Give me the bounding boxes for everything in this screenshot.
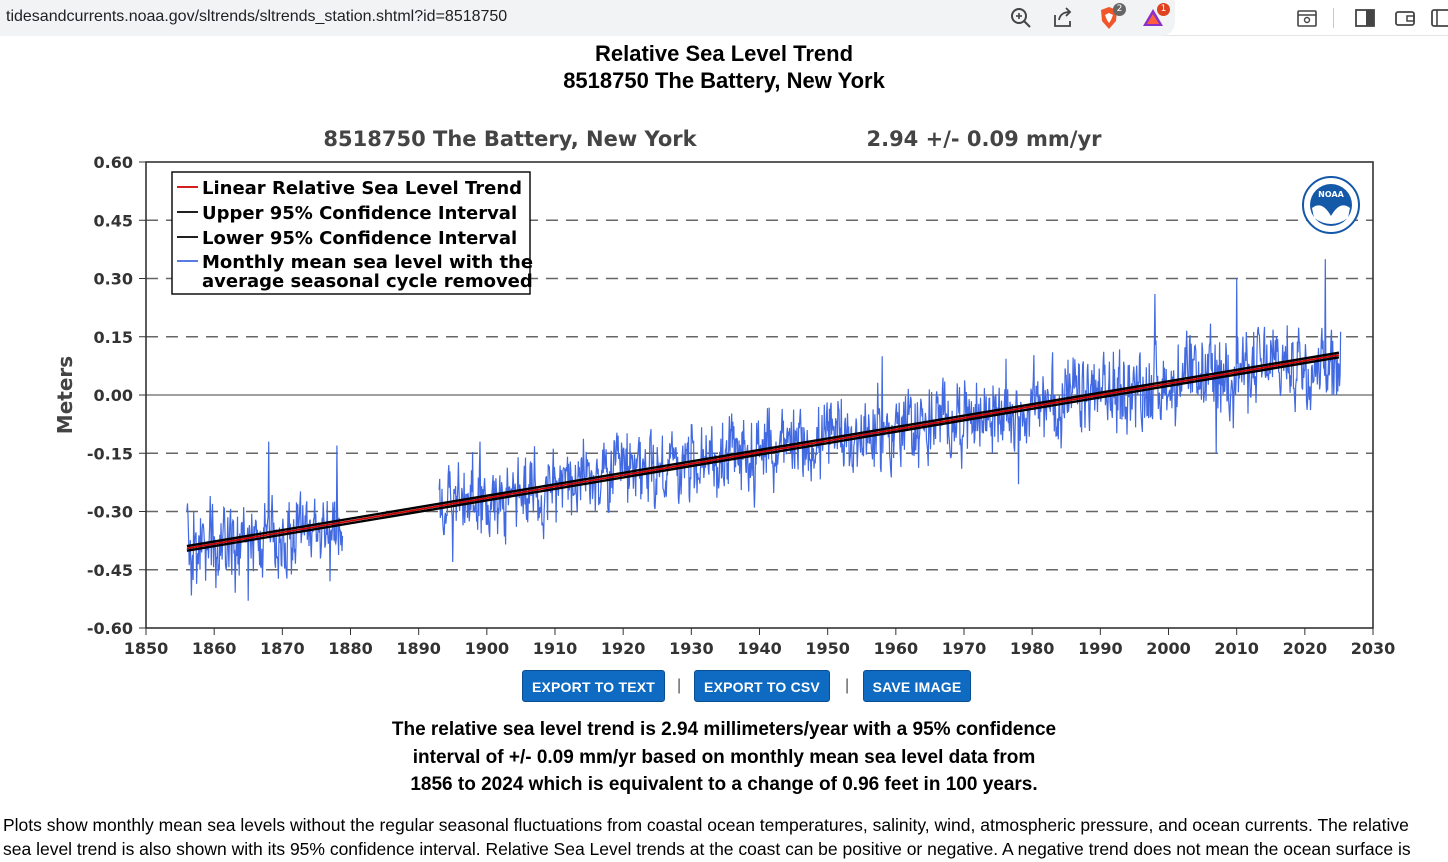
export-to-csv-button[interactable]: EXPORT TO CSV: [694, 670, 830, 702]
y-axis-label: Meters: [53, 356, 77, 434]
legend-label: Linear Relative Sea Level Trend: [202, 178, 522, 199]
legend-box: [171, 171, 531, 295]
x-tick-label: 1980: [1010, 639, 1055, 658]
export-button-row: EXPORT TO TEXT | EXPORT TO CSV | SAVE IM…: [0, 670, 1448, 702]
save-image-button[interactable]: SAVE IMAGE: [863, 670, 971, 702]
noaa-logo: NOAA: [1302, 176, 1360, 234]
x-tick-label: 1880: [328, 639, 373, 658]
trend-summary: The relative sea level trend is 2.94 mil…: [324, 716, 1124, 799]
x-tick-label: 1940: [737, 639, 782, 658]
y-tick-label: -0.15: [87, 444, 133, 463]
brave-rewards-icon[interactable]: 1: [1140, 3, 1170, 31]
description-line: Plots show monthly mean sea levels witho…: [3, 815, 1409, 835]
x-tick-label: 2020: [1283, 639, 1328, 658]
wallet-icon[interactable]: [1392, 5, 1418, 31]
x-tick-label: 1870: [260, 639, 305, 658]
description-line: sea level trend is also shown with its 9…: [3, 839, 1411, 859]
address-bar-url[interactable]: tidesandcurrents.noaa.gov/sltrends/sltre…: [6, 8, 508, 25]
page-title: Relative Sea Level Trend: [594, 41, 854, 66]
y-tick-label: 0.00: [94, 386, 133, 405]
address-bar[interactable]: tidesandcurrents.noaa.gov/sltrends/sltre…: [0, 0, 1175, 36]
chart-title-station: 8518750 The Battery, New York: [323, 127, 697, 151]
y-tick-label: 0.45: [94, 211, 133, 230]
x-tick-label: 1960: [874, 639, 919, 658]
upper-confidence-line: [186, 351, 1340, 548]
description-paragraph: Plots show monthly mean sea levels witho…: [3, 813, 1445, 861]
x-tick-label: 2000: [1146, 639, 1191, 658]
chart-title-rate: 2.94 +/- 0.09 mm/yr: [866, 127, 1102, 151]
sea-level-chart: 8518750 The Battery, New York 2.94 +/- 0.…: [0, 100, 1448, 670]
brave-shields-badge: 2: [1113, 3, 1126, 16]
brave-shields-icon[interactable]: 2: [1096, 3, 1126, 31]
x-tick-label: 1910: [533, 639, 578, 658]
button-separator: |: [677, 677, 682, 694]
y-tick-label: 0.60: [94, 153, 133, 172]
zoom-icon[interactable]: [1008, 5, 1034, 31]
noaa-logo-bird: [1312, 205, 1350, 224]
browser-toolbar: tidesandcurrents.noaa.gov/sltrends/sltre…: [0, 0, 1448, 36]
summary-line: 1856 to 2024 which is equivalent to a ch…: [410, 774, 1038, 795]
toolbar-separator: [1333, 8, 1334, 28]
legend-label: Upper 95% Confidence Interval: [202, 203, 517, 224]
chart-svg: 8518750 The Battery, New York 2.94 +/- 0.…: [53, 127, 1396, 658]
x-tick-label: 1860: [192, 639, 237, 658]
x-tick-label: 1890: [396, 639, 441, 658]
sidebar-icon[interactable]: [1352, 5, 1378, 31]
x-tick-label: 1930: [669, 639, 714, 658]
x-tick-label: 1970: [942, 639, 987, 658]
page-subtitle: 8518750 The Battery, New York: [563, 68, 885, 93]
export-to-text-button[interactable]: EXPORT TO TEXT: [522, 670, 665, 702]
monthly-sea-level-series: [186, 441, 344, 601]
summary-line: The relative sea level trend is 2.94 mil…: [391, 719, 1057, 740]
x-tick-label: 2010: [1214, 639, 1259, 658]
extensions-icon[interactable]: [1428, 5, 1448, 31]
y-tick-label: 0.15: [94, 328, 133, 347]
summary-line: interval of +/- 0.09 mm/yr based on mont…: [412, 746, 1036, 768]
x-tick-label: 1850: [124, 639, 169, 658]
noaa-logo-text: NOAA: [1318, 190, 1344, 199]
y-tick-label: -0.60: [87, 619, 133, 638]
y-tick-label: -0.45: [87, 561, 133, 580]
button-separator: |: [845, 677, 850, 694]
x-tick-label: 1920: [601, 639, 646, 658]
legend-label: average seasonal cycle removed: [202, 271, 533, 292]
y-tick-label: -0.30: [87, 503, 133, 522]
legend-label: Monthly mean sea level with the: [202, 252, 533, 273]
x-tick-label: 1990: [1078, 639, 1123, 658]
plot-frame: [145, 161, 1374, 629]
lower-confidence-line: [186, 356, 1340, 552]
y-tick-label: 0.30: [94, 270, 133, 289]
x-tick-label: 1950: [805, 639, 850, 658]
brave-rewards-badge: 1: [1157, 3, 1170, 16]
reader-mode-icon[interactable]: [1294, 5, 1320, 31]
share-icon[interactable]: [1050, 5, 1076, 31]
legend-label: Lower 95% Confidence Interval: [202, 228, 517, 249]
x-tick-label: 1900: [465, 639, 510, 658]
x-tick-label: 2030: [1351, 639, 1396, 658]
trend-line: [186, 354, 1340, 550]
